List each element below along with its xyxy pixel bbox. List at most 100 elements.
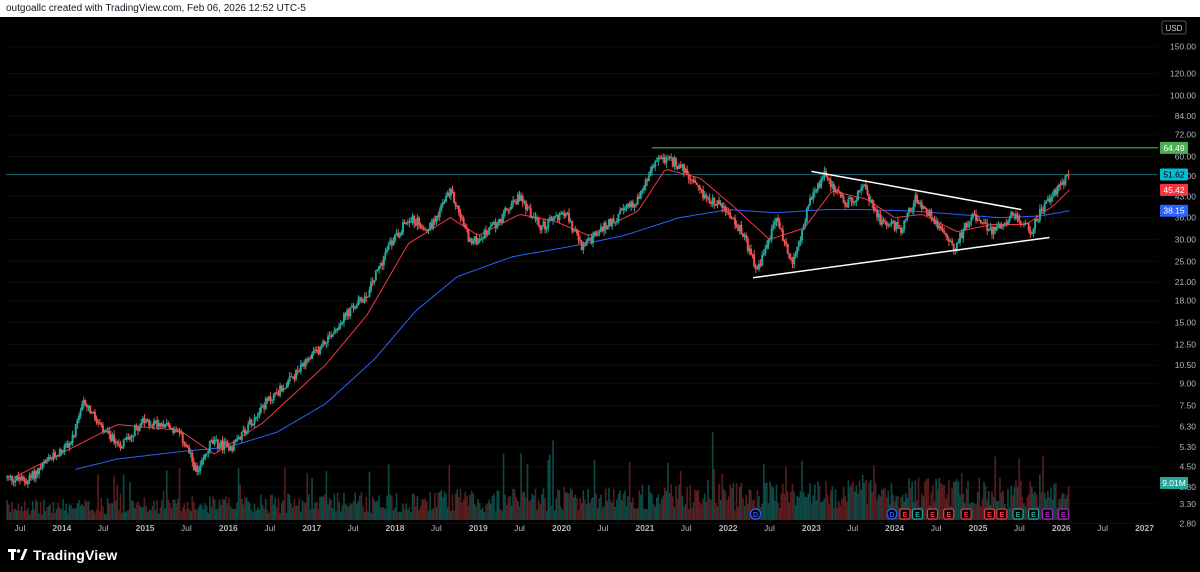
candle-body xyxy=(100,423,103,426)
volume-bar xyxy=(1002,490,1004,520)
volume-bar xyxy=(154,509,157,520)
volume-bar xyxy=(245,497,248,520)
candle-body xyxy=(778,221,781,229)
volume-bar xyxy=(461,502,463,520)
volume-bar xyxy=(865,480,867,520)
volume-bar xyxy=(574,494,577,520)
chart-caption-bar: outgoallc created with TradingView.com, … xyxy=(0,0,1200,17)
tradingview-logo[interactable]: TradingView xyxy=(8,547,117,563)
candle-body xyxy=(39,467,42,469)
volume-bar xyxy=(1013,486,1016,520)
volume-bar xyxy=(443,491,446,520)
volume-bar xyxy=(118,510,120,520)
candle-body xyxy=(73,434,76,437)
candle-body xyxy=(71,434,74,443)
volume-bar xyxy=(972,502,974,520)
volume-bar xyxy=(595,493,597,520)
volume-bar xyxy=(541,494,543,520)
candle-body xyxy=(603,222,606,231)
trendlines[interactable] xyxy=(752,170,1050,279)
volume-bar xyxy=(81,503,83,520)
candle-body xyxy=(636,196,639,205)
volume-bar xyxy=(633,508,636,520)
candle-body xyxy=(540,226,543,230)
candle-body xyxy=(837,190,840,192)
candle-body xyxy=(716,200,719,206)
candle-body xyxy=(866,189,869,195)
volume-bar xyxy=(30,510,32,520)
candle-body xyxy=(95,418,98,422)
candle-body xyxy=(568,212,571,222)
volume-bar xyxy=(376,500,379,520)
candle-body xyxy=(997,225,1000,227)
candle-body xyxy=(409,220,412,223)
candle-body xyxy=(389,240,392,245)
candle-body xyxy=(232,442,235,451)
candle-body xyxy=(295,370,298,380)
earnings-marker xyxy=(1012,508,1024,520)
candle-body xyxy=(922,206,925,210)
candle-body xyxy=(266,398,269,401)
time-axis[interactable]: Jul 2014 Jul 2015 Jul 2016 Jul 2017 Jul 2018 Jul 20… xyxy=(14,523,1154,533)
candle-body xyxy=(676,166,679,169)
volume-bar xyxy=(671,496,674,520)
time-tick-label: Jul xyxy=(1097,523,1108,533)
volume-bar xyxy=(938,477,941,520)
candle-body xyxy=(583,244,586,246)
volume-bar xyxy=(86,501,88,520)
candle-body xyxy=(783,240,786,242)
volume-bar xyxy=(897,495,899,520)
volume-bar xyxy=(917,477,920,520)
volume-bar xyxy=(582,490,585,520)
candle-body xyxy=(14,480,17,483)
time-tick-label: 2017 xyxy=(302,523,321,533)
volume-bar xyxy=(855,485,858,520)
volume-bar xyxy=(799,490,802,520)
volume-bar xyxy=(266,509,269,520)
volume-bar xyxy=(952,481,955,520)
volume-bar xyxy=(502,453,505,520)
candle-body xyxy=(671,157,674,167)
volume-bar xyxy=(1047,490,1049,520)
volume-bar xyxy=(440,490,443,520)
candle-body xyxy=(579,240,582,242)
price-axis[interactable]: USD2.803.303.804.505.306.307.509.0010.50… xyxy=(1158,17,1200,537)
candle-body xyxy=(101,425,104,433)
volume-bar xyxy=(191,496,194,520)
candle-body xyxy=(907,208,910,213)
candle-body xyxy=(748,248,751,252)
candle-body xyxy=(298,371,301,373)
volume-bar xyxy=(14,508,16,520)
candle-body xyxy=(572,230,575,232)
volume-bar xyxy=(507,496,510,520)
time-tick-label: 2019 xyxy=(469,523,488,533)
candle-body xyxy=(50,457,53,460)
candle-body xyxy=(674,158,677,167)
candle-body xyxy=(844,202,847,206)
candle-body xyxy=(66,443,69,448)
volume-bar xyxy=(1015,479,1017,520)
volume-bar xyxy=(930,492,933,520)
candle-body xyxy=(347,310,350,316)
candle-body xyxy=(414,223,417,226)
candle-body xyxy=(440,204,443,211)
candle-body xyxy=(1053,189,1056,196)
volume-bar xyxy=(240,498,243,520)
candle-body xyxy=(328,335,331,337)
candle-body xyxy=(920,202,923,210)
volume-bar xyxy=(140,507,143,520)
candle-body xyxy=(510,203,513,210)
candle-body xyxy=(113,434,116,444)
volume-bar xyxy=(1056,507,1059,520)
candle-body xyxy=(207,451,210,454)
volume-bar xyxy=(247,500,249,520)
volume-bar xyxy=(817,481,819,520)
candle-body xyxy=(1016,215,1019,219)
candle-body xyxy=(647,175,650,182)
candle-body xyxy=(462,218,465,225)
candle-body xyxy=(880,219,883,225)
candle-body xyxy=(481,238,484,240)
